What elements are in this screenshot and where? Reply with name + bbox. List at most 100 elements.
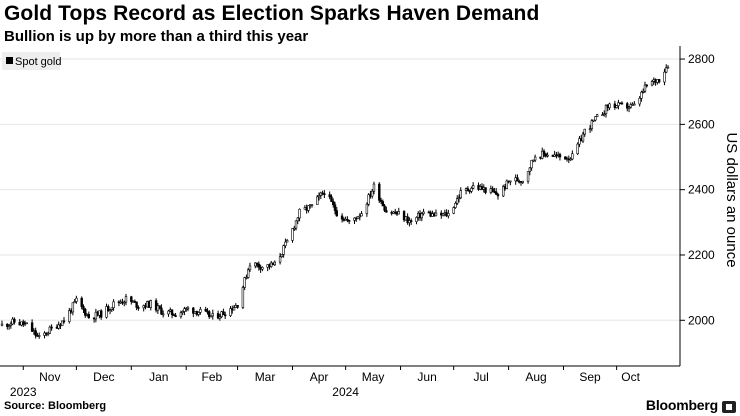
candle-body-50 [124, 296, 128, 303]
candle-body-213 [530, 159, 533, 169]
brand-logo-text: Bloomberg [645, 397, 718, 413]
candle-body-3 [9, 323, 13, 326]
candle-body-61 [154, 300, 158, 311]
candle-body-132 [330, 196, 333, 202]
candle-body-97 [243, 277, 246, 288]
candle-body-30 [75, 297, 78, 302]
candle-body-144 [358, 215, 361, 218]
candle-body-184 [457, 197, 461, 200]
y-tick-label-2000: 2000 [688, 313, 715, 327]
candle-body-140 [347, 220, 351, 222]
candle-body-163 [406, 216, 409, 224]
candle-body-259 [643, 84, 647, 92]
candle-body-147 [367, 194, 370, 205]
candle-body-72 [181, 311, 184, 313]
candle-body-203 [505, 180, 509, 189]
candle-body-230 [571, 153, 574, 160]
candle-body-119 [296, 217, 300, 222]
candle-body-40 [99, 310, 103, 318]
candle-body-11 [30, 322, 34, 332]
chart-area: 2000 2200 2400 2600 2800 Nov Dec Jan Feb Mar Apr M… [0, 46, 740, 396]
candle-body-189 [470, 188, 473, 192]
candle-body-91 [229, 308, 232, 316]
candle-body-211 [526, 171, 530, 182]
candle-body-81 [204, 309, 207, 312]
candle-body-247 [615, 105, 618, 108]
candle-body-134 [333, 204, 337, 211]
candle-body-29 [73, 301, 76, 304]
candle-body-18 [46, 332, 50, 335]
candle-body-86 [216, 313, 220, 319]
candle-body-165 [409, 220, 413, 222]
candle-body-41 [105, 306, 108, 318]
candle-body-154 [383, 205, 386, 211]
candle-body-98 [245, 277, 248, 279]
candle-body-123 [307, 205, 310, 211]
candle-body-117 [293, 227, 296, 230]
candle-body-5 [13, 318, 16, 323]
candle-body-195 [484, 187, 487, 193]
x-tick-label-apr: Apr [310, 370, 329, 384]
candle-body-197 [491, 188, 494, 192]
x-ticks: Nov Dec Jan Feb Mar Apr May Jun Jul Aug Sep Oct [22, 366, 641, 384]
source-note: Source: Bloomberg [4, 400, 107, 412]
candle-body-238 [592, 119, 595, 122]
candle-body-265 [657, 79, 661, 83]
candle-body-250 [620, 102, 624, 105]
candle-body-242 [603, 113, 606, 116]
candle-body-84 [209, 315, 213, 318]
candle-body-111 [278, 256, 282, 263]
candle-body-170 [422, 211, 425, 214]
candle-body-207 [516, 177, 519, 182]
candle-body-110 [273, 261, 276, 266]
candle-body-114 [284, 241, 287, 247]
candle-body-100 [248, 265, 252, 271]
candle-body-22 [57, 324, 60, 329]
candle-body-51 [130, 296, 133, 302]
candle-body-131 [328, 194, 331, 198]
candle-body-177 [441, 213, 445, 216]
candle-body-103 [257, 263, 261, 268]
candle-body-75 [186, 307, 190, 310]
candle-body-79 [197, 312, 200, 315]
candle-body-13 [34, 330, 37, 336]
candle-body-64 [160, 307, 163, 315]
x-tick-label-mar: Mar [255, 370, 276, 384]
candle-body-116 [291, 228, 294, 241]
candle-body-2 [7, 325, 11, 327]
candle-body-9 [23, 323, 27, 325]
x-tick-label-dec: Dec [93, 370, 114, 384]
candle-body-105 [261, 267, 264, 270]
candle-body-214 [532, 159, 535, 162]
candle-body-8 [22, 321, 25, 325]
y-tick-label-2600: 2600 [688, 117, 715, 131]
candle-body-49 [123, 301, 126, 304]
candle-body-55 [137, 307, 140, 309]
legend-label: Spot gold [15, 56, 61, 68]
candle-body-68 [170, 309, 174, 315]
year-label-2023: 2023 [10, 385, 37, 396]
x-tick-label-aug: Aug [525, 370, 546, 384]
x-tick-label-oct: Oct [621, 370, 640, 384]
candle-body-236 [588, 128, 592, 130]
chart-subtitle: Bullion is up by more than a third this … [4, 28, 309, 45]
candle-body-54 [135, 301, 138, 308]
candle-body-26 [68, 310, 71, 322]
candle-body-125 [310, 204, 314, 206]
candle-body-150 [372, 183, 376, 192]
candle-body-76 [192, 307, 195, 314]
candle-body-187 [466, 188, 470, 191]
candle-body-183 [456, 198, 459, 204]
candle-body-85 [211, 313, 214, 317]
x-tick-label-jan: Jan [149, 370, 168, 384]
x-tick-label-may: May [362, 370, 385, 384]
candle-body-180 [447, 213, 450, 217]
candle-body-28 [71, 302, 75, 313]
candle-body-231 [576, 143, 579, 155]
candle-body-42 [107, 306, 110, 311]
candle-body-240 [595, 114, 599, 117]
candle-body-181 [452, 207, 455, 214]
candle-body-152 [379, 200, 383, 202]
candle-body-95 [236, 305, 239, 308]
candle-body-89 [222, 311, 225, 316]
